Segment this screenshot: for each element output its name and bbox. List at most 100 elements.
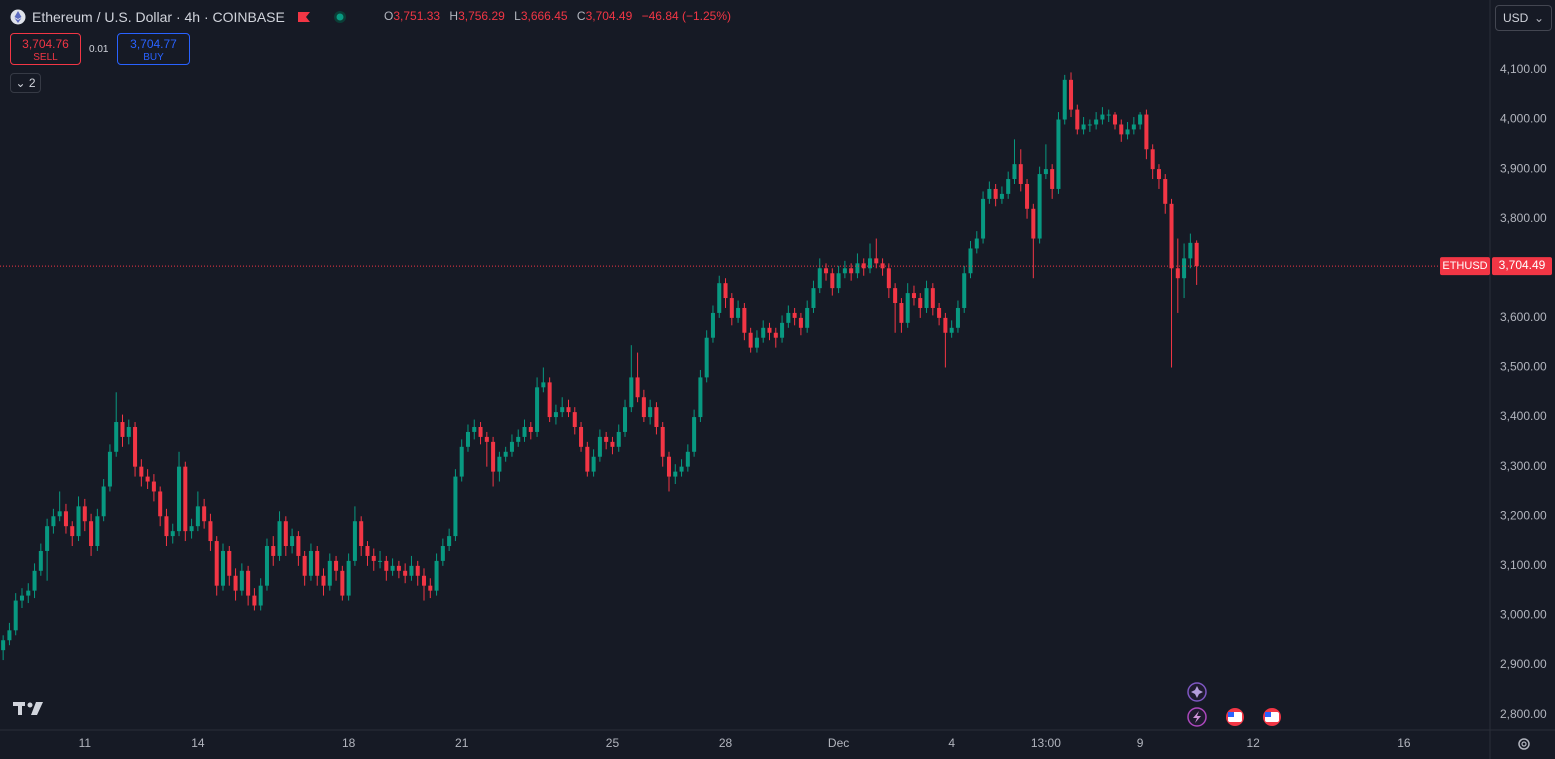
candle-body <box>547 382 552 418</box>
candle-body <box>327 560 332 586</box>
candle-body <box>352 521 357 561</box>
candle-body <box>334 560 339 571</box>
candle-body <box>962 273 967 308</box>
candle-body <box>780 322 785 338</box>
candle-body <box>1150 149 1155 170</box>
symbol-header[interactable]: Ethereum / U.S. Dollar · 4h · COINBASE <box>10 8 347 26</box>
candle-body <box>271 546 276 556</box>
candle-body <box>874 258 879 264</box>
candle-body <box>1131 124 1136 130</box>
candle-body <box>403 570 408 576</box>
candle-body <box>145 476 150 482</box>
candle-body <box>1188 242 1193 259</box>
candle-body <box>867 258 873 269</box>
candle-body <box>981 198 986 239</box>
candle-body <box>918 298 923 308</box>
ohlc-key: C <box>576 9 586 23</box>
candle-body <box>302 555 307 576</box>
sell-button[interactable]: 3,704.76 SELL <box>10 33 81 65</box>
candle-body <box>378 560 383 562</box>
candle-body <box>346 560 351 596</box>
x-tick-label: Dec <box>828 736 849 750</box>
candle-body <box>1125 129 1130 135</box>
y-tick-label: 3,100.00 <box>1500 558 1547 572</box>
buy-button[interactable]: 3,704.77 BUY <box>117 33 190 65</box>
candle-body <box>616 431 621 447</box>
candle-body <box>51 516 56 527</box>
candle-body <box>679 466 684 472</box>
candle-body <box>1144 114 1149 150</box>
candle-body <box>905 293 910 323</box>
ohlc-key: O <box>384 9 394 23</box>
candle-body <box>522 426 527 437</box>
currency-select[interactable]: USD ⌄ <box>1495 5 1552 31</box>
candle-body <box>886 268 891 289</box>
y-tick-label: 2,900.00 <box>1500 657 1547 671</box>
candle-body <box>233 575 238 591</box>
flag-icon[interactable] <box>297 11 311 23</box>
y-tick-label: 3,500.00 <box>1500 360 1547 374</box>
candle-body <box>114 422 119 452</box>
candle-body <box>754 337 759 348</box>
ohlc-value: 3,751.33 <box>393 9 441 23</box>
ohlc-value: 3,666.45 <box>520 9 568 23</box>
candle-body <box>729 298 734 318</box>
candle-body <box>968 248 973 274</box>
candle-body <box>943 317 948 333</box>
candle-body <box>842 268 847 274</box>
candle-body <box>673 471 678 477</box>
y-tick-label: 3,900.00 <box>1500 161 1547 175</box>
event-icons[interactable] <box>1187 682 1281 727</box>
candle-body <box>170 531 175 537</box>
market-status[interactable] <box>333 10 347 24</box>
candle-body <box>1106 114 1111 116</box>
candle-body <box>855 263 860 274</box>
candle-body <box>1169 203 1174 269</box>
candle-body <box>365 546 370 556</box>
candle-body <box>1 640 6 651</box>
settings-icon[interactable] <box>1518 738 1530 750</box>
y-tick-label: 4,000.00 <box>1500 112 1547 126</box>
ohlc-key: L <box>514 9 521 23</box>
candle-body <box>824 268 829 274</box>
y-tick-label: 3,300.00 <box>1500 459 1547 473</box>
candle-body <box>641 397 646 418</box>
symbol-label-box <box>1440 257 1490 276</box>
candle-body <box>371 555 376 561</box>
candle-body <box>685 451 690 467</box>
candle-body <box>95 516 100 547</box>
symbol-label: ETHUSD <box>1442 260 1487 272</box>
x-tick-label: 25 <box>606 736 620 750</box>
candle-body <box>773 332 778 338</box>
buy-label: BUY <box>143 52 164 63</box>
candle-body <box>277 521 282 556</box>
candle-body <box>1069 79 1074 110</box>
candle-body <box>264 546 269 586</box>
candle-body <box>817 268 822 289</box>
candle-body <box>579 426 584 447</box>
x-tick-label: 12 <box>1247 736 1261 750</box>
candle-body <box>126 426 131 437</box>
ohlc-value: 3,704.49 <box>585 9 633 23</box>
x-tick-label: 18 <box>342 736 356 750</box>
y-tick-label: 4,100.00 <box>1500 62 1547 76</box>
candle-body <box>1094 119 1099 125</box>
candle-body <box>63 511 68 527</box>
candle-body <box>528 426 533 432</box>
x-tick-label: 28 <box>719 736 733 750</box>
candle-body <box>911 293 916 299</box>
candle-body <box>472 426 477 432</box>
candle-body <box>736 307 741 318</box>
candle-body <box>340 570 345 596</box>
candle-body <box>1194 242 1199 267</box>
indicators-toggle[interactable]: ⌄ 2 <box>10 73 41 93</box>
candle-body <box>70 526 75 537</box>
candle-body <box>45 526 50 551</box>
ohlc-value: 3,756.29 <box>458 9 505 23</box>
candle-body <box>415 565 420 576</box>
candle-body <box>1119 124 1124 135</box>
x-tick-label: 16 <box>1397 736 1411 750</box>
candle-body <box>761 327 766 338</box>
candle-body <box>252 595 257 606</box>
